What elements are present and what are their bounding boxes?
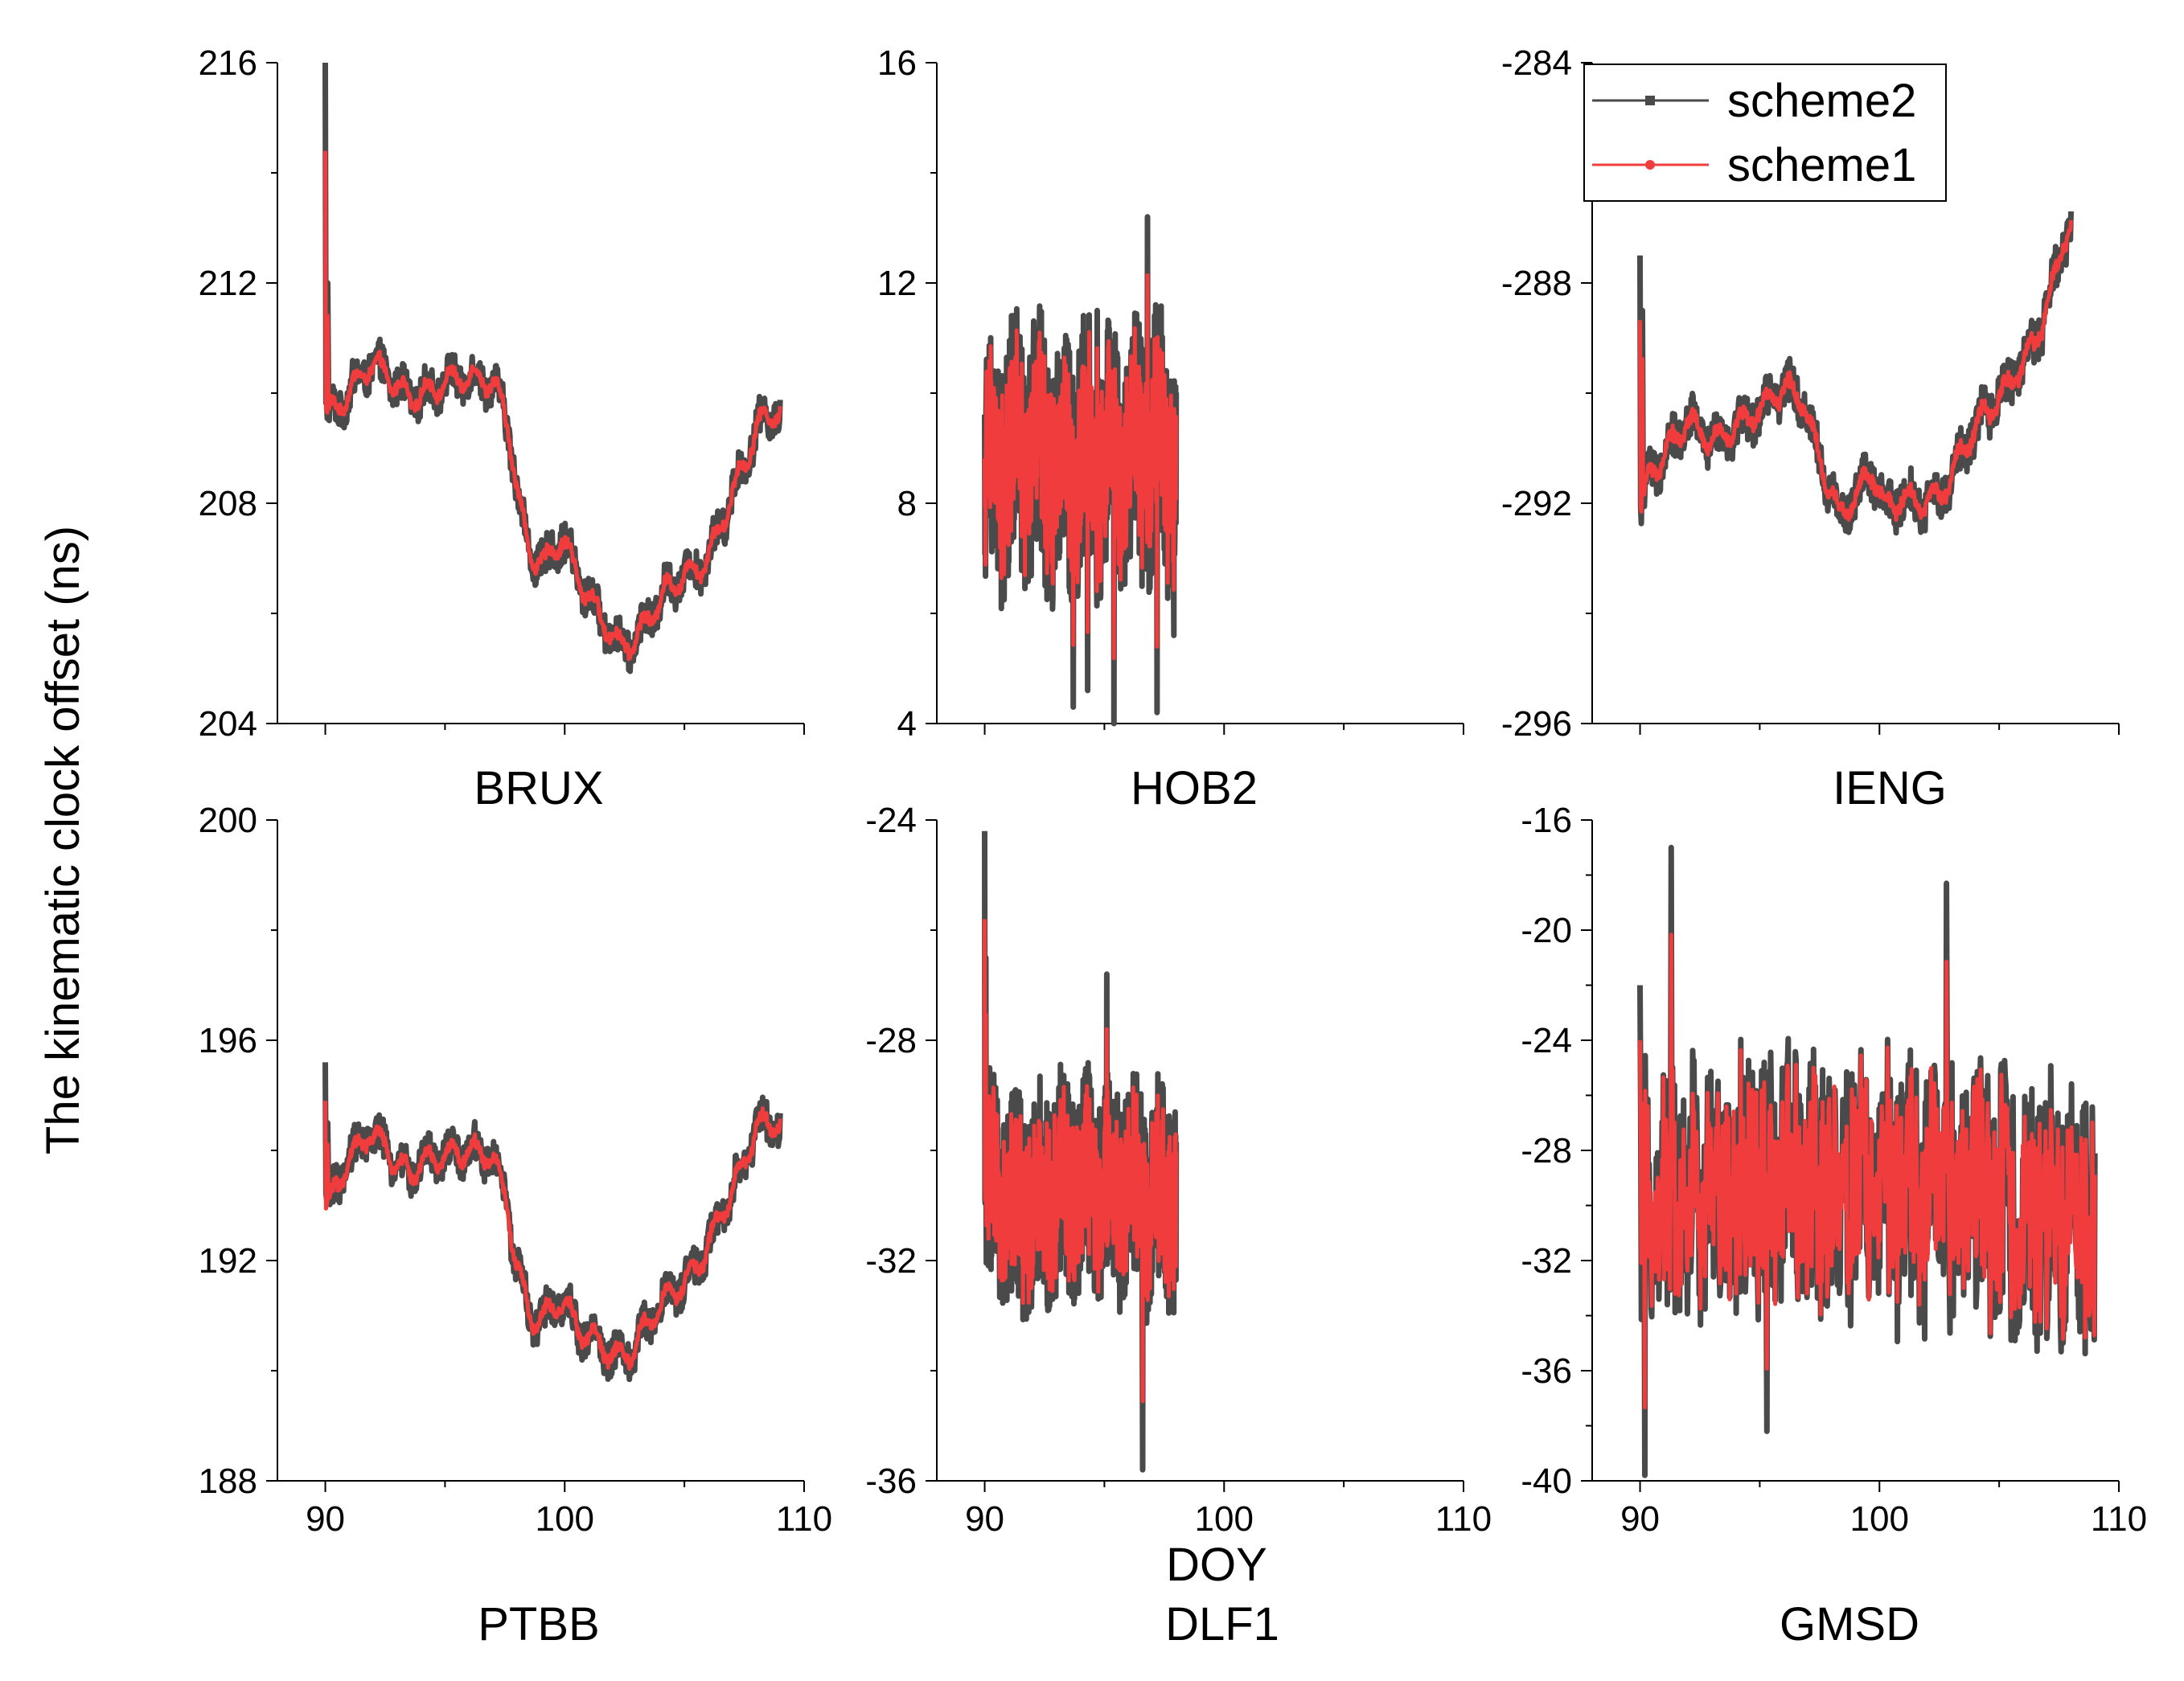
y-axis-title: The kinematic clock offset (ns) <box>37 526 89 1154</box>
station-label-ptbb: PTBB <box>478 1598 600 1650</box>
x-tick-label: 90 <box>965 1499 1004 1539</box>
x-tick-label: 110 <box>776 1499 832 1539</box>
station-label-hob2: HOB2 <box>1131 762 1258 814</box>
legend: scheme2 scheme1 <box>1583 64 1947 202</box>
series-scheme2-ieng <box>1637 211 2074 536</box>
x-tick-label: 90 <box>306 1499 345 1539</box>
y-tick-label: 204 <box>199 704 257 744</box>
panels: 204208212216BRUX481216HOB2-296-292-288-2… <box>199 43 2148 1650</box>
series-scheme1-dlf1 <box>983 919 1179 1404</box>
series-scheme1-ptbb <box>323 1101 782 1371</box>
y-tick-label: 12 <box>877 264 917 303</box>
y-tick-label: -40 <box>1521 1462 1572 1501</box>
series-scheme1-brux <box>323 150 782 662</box>
y-tick-label: -20 <box>1521 911 1572 950</box>
y-tick-label: 16 <box>877 43 917 83</box>
series-scheme1-ieng <box>1638 219 2073 523</box>
x-tick-label: 110 <box>2091 1499 2147 1539</box>
x-tick-label: 90 <box>1620 1499 1660 1539</box>
y-tick-label: 212 <box>199 264 257 303</box>
y-tick-label: -24 <box>865 801 917 840</box>
panel-ptbb: 188 192 196 200 90 100 110 PTBB <box>199 801 833 1650</box>
station-label-ieng: IENG <box>1833 762 1947 814</box>
y-tick-label: 8 <box>897 484 917 523</box>
x-tick-label: 100 <box>536 1499 594 1539</box>
y-tick-label: -24 <box>1521 1021 1572 1060</box>
panel-brux: 204 208 212 216 BRUX <box>199 43 805 814</box>
y-tick-label: -36 <box>865 1462 917 1501</box>
y-tick-label: -32 <box>1521 1241 1572 1281</box>
y-tick-label: -36 <box>1521 1351 1572 1391</box>
x-tick-label: 110 <box>1435 1499 1492 1539</box>
station-label-gmsd: GMSD <box>1780 1598 1919 1650</box>
y-tick-label: -284 <box>1501 43 1572 83</box>
y-tick-label: -28 <box>865 1021 917 1060</box>
y-tick-label: -292 <box>1501 484 1572 523</box>
legend-label-scheme1: scheme1 <box>1727 139 1916 191</box>
legend-box <box>1583 64 1947 202</box>
y-tick-label: 208 <box>199 484 257 523</box>
legend-marker-scheme1 <box>1645 160 1655 170</box>
x-tick-label: 100 <box>1850 1499 1909 1539</box>
y-tick-label: 192 <box>199 1241 257 1281</box>
y-tick-label: 188 <box>199 1462 257 1501</box>
y-tick-label: -32 <box>865 1241 917 1281</box>
y-tick-label: -28 <box>1521 1131 1572 1171</box>
legend-label-scheme2: scheme2 <box>1727 75 1916 127</box>
y-tick-label: 216 <box>199 43 257 83</box>
legend-marker-scheme2 <box>1645 96 1655 105</box>
x-axis-title: DOY <box>1166 1539 1267 1591</box>
y-tick-label: 200 <box>199 801 257 840</box>
y-tick-label: -288 <box>1501 264 1572 303</box>
series-scheme2-brux <box>322 62 783 674</box>
series-scheme1-gmsd <box>1638 933 2097 1410</box>
panel-dlf1: -36 -32 -28 -24 90 100 110 DLF1 <box>865 801 1492 1650</box>
y-tick-label: -296 <box>1501 704 1572 744</box>
y-tick-label: -16 <box>1521 801 1572 840</box>
panel-ieng: -296 -292 -288 -284 IENG <box>1501 43 2120 814</box>
y-tick-label: 196 <box>199 1021 257 1060</box>
panel-gmsd: -40 -36 -32 -28 -24 -20 -16 90 100 110 GMSD <box>1521 801 2147 1650</box>
x-tick-label: 100 <box>1195 1499 1254 1539</box>
y-tick-label: 4 <box>897 704 917 744</box>
series-scheme1-hob2 <box>983 273 1179 661</box>
station-label-dlf1: DLF1 <box>1165 1598 1279 1650</box>
station-label-brux: BRUX <box>474 762 603 814</box>
panel-hob2: 4 8 12 16 HOB2 <box>877 43 1464 814</box>
